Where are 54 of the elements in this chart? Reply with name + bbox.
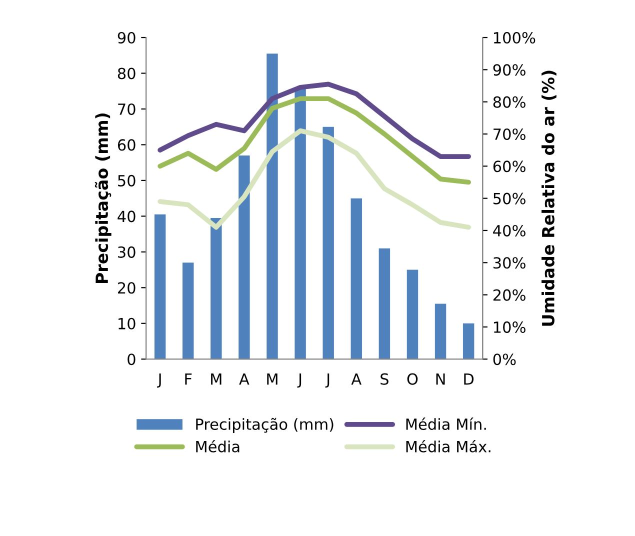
bar	[154, 214, 166, 360]
legend-label: Média	[196, 440, 240, 452]
y2-axis-title: Umidade Relativa do ar (%)	[542, 70, 556, 326]
y-tick-label: 80	[118, 68, 136, 80]
y-axis-title: Precipitação (mm)	[94, 113, 112, 284]
y-tick-label: 60	[118, 139, 136, 151]
line-series	[158, 96, 472, 185]
y2-tick-label: 90%	[493, 64, 526, 76]
y-tick-label: 0	[128, 354, 136, 366]
y-tick-label: 20	[118, 282, 136, 294]
y2-tick-label: 0%	[493, 354, 516, 366]
y-tick-label: 70	[118, 103, 136, 116]
y-tick-label: 40	[118, 210, 136, 222]
legend-label: Média Máx.	[406, 440, 490, 452]
x-tick-label: S	[380, 373, 388, 385]
line-series	[158, 128, 472, 230]
x-tick-label: D	[464, 373, 474, 385]
x-tick-label: J	[325, 373, 330, 388]
bar	[182, 262, 194, 360]
bar	[294, 88, 306, 360]
line-series	[158, 82, 472, 159]
bar	[406, 270, 418, 360]
x-tick-label: A	[239, 373, 250, 385]
y2-tick-label: 40%	[493, 224, 526, 236]
y-tick-label: 50	[118, 174, 136, 186]
bar	[266, 54, 278, 360]
bar	[238, 155, 250, 360]
y2-tick-label: 80%	[493, 96, 526, 108]
x-tick-label: J	[297, 373, 302, 388]
y2-tick-label: 10%	[494, 321, 526, 333]
y2-tick-label: 30%	[493, 257, 526, 269]
y-tick-label: 30	[118, 246, 136, 258]
legend-label: Precipitação (mm)	[196, 418, 334, 433]
y-tick-label: 90	[118, 32, 136, 44]
y-tick-label: 10	[118, 318, 136, 330]
bar	[434, 304, 446, 360]
y2-tick-label: 70%	[494, 128, 526, 140]
y2-tick-label: 50%	[494, 192, 526, 204]
bar	[322, 126, 334, 360]
y2-tick-label: 60%	[493, 160, 526, 172]
x-tick-label: O	[407, 373, 418, 385]
bar	[210, 218, 222, 360]
y2-tick-label: 100%	[494, 32, 536, 44]
x-tick-label: M	[267, 373, 278, 385]
bar	[378, 248, 390, 360]
x-tick-label: M	[211, 373, 222, 385]
bar	[350, 198, 362, 360]
y2-tick-label: 20%	[493, 289, 526, 301]
x-tick-label: J	[157, 373, 161, 388]
x-tick-label: F	[185, 373, 192, 385]
legend-label: Média Mín.	[406, 418, 486, 430]
x-tick-label: N	[436, 373, 445, 385]
x-tick-label: A	[351, 373, 362, 385]
bar	[462, 323, 474, 360]
